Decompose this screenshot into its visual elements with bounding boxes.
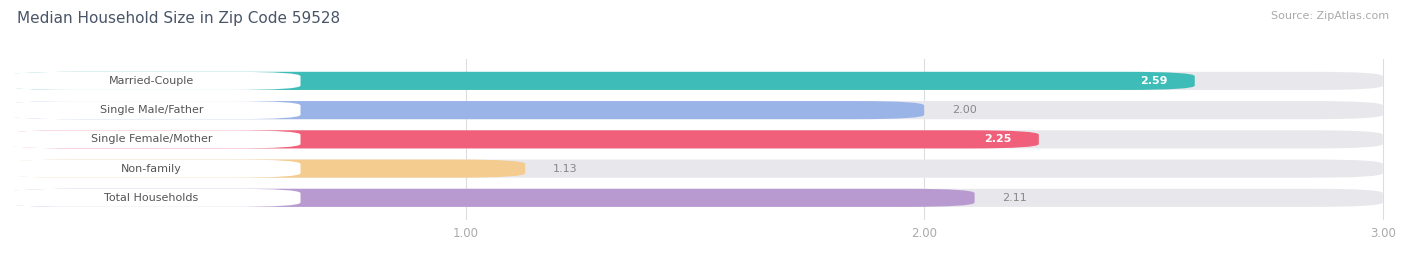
FancyBboxPatch shape	[3, 189, 301, 207]
FancyBboxPatch shape	[7, 189, 1382, 207]
FancyBboxPatch shape	[7, 101, 924, 119]
FancyBboxPatch shape	[3, 130, 301, 148]
FancyBboxPatch shape	[7, 101, 1382, 119]
FancyBboxPatch shape	[3, 72, 301, 90]
Text: 2.00: 2.00	[952, 105, 976, 115]
Text: 2.11: 2.11	[1002, 193, 1026, 203]
Text: Single Female/Mother: Single Female/Mother	[91, 134, 212, 144]
Text: Single Male/Father: Single Male/Father	[100, 105, 204, 115]
Text: Non-family: Non-family	[121, 163, 181, 174]
Text: 2.25: 2.25	[984, 134, 1011, 144]
FancyBboxPatch shape	[7, 72, 1195, 90]
Text: Median Household Size in Zip Code 59528: Median Household Size in Zip Code 59528	[17, 11, 340, 26]
FancyBboxPatch shape	[7, 159, 1382, 178]
Text: 1.13: 1.13	[553, 163, 578, 174]
Text: Source: ZipAtlas.com: Source: ZipAtlas.com	[1271, 11, 1389, 21]
FancyBboxPatch shape	[7, 189, 974, 207]
FancyBboxPatch shape	[7, 130, 1039, 148]
Text: Total Households: Total Households	[104, 193, 198, 203]
Text: Married-Couple: Married-Couple	[108, 76, 194, 86]
FancyBboxPatch shape	[7, 130, 1382, 148]
FancyBboxPatch shape	[3, 159, 301, 178]
FancyBboxPatch shape	[3, 101, 301, 119]
FancyBboxPatch shape	[7, 72, 1382, 90]
FancyBboxPatch shape	[7, 159, 526, 178]
Text: 2.59: 2.59	[1140, 76, 1167, 86]
